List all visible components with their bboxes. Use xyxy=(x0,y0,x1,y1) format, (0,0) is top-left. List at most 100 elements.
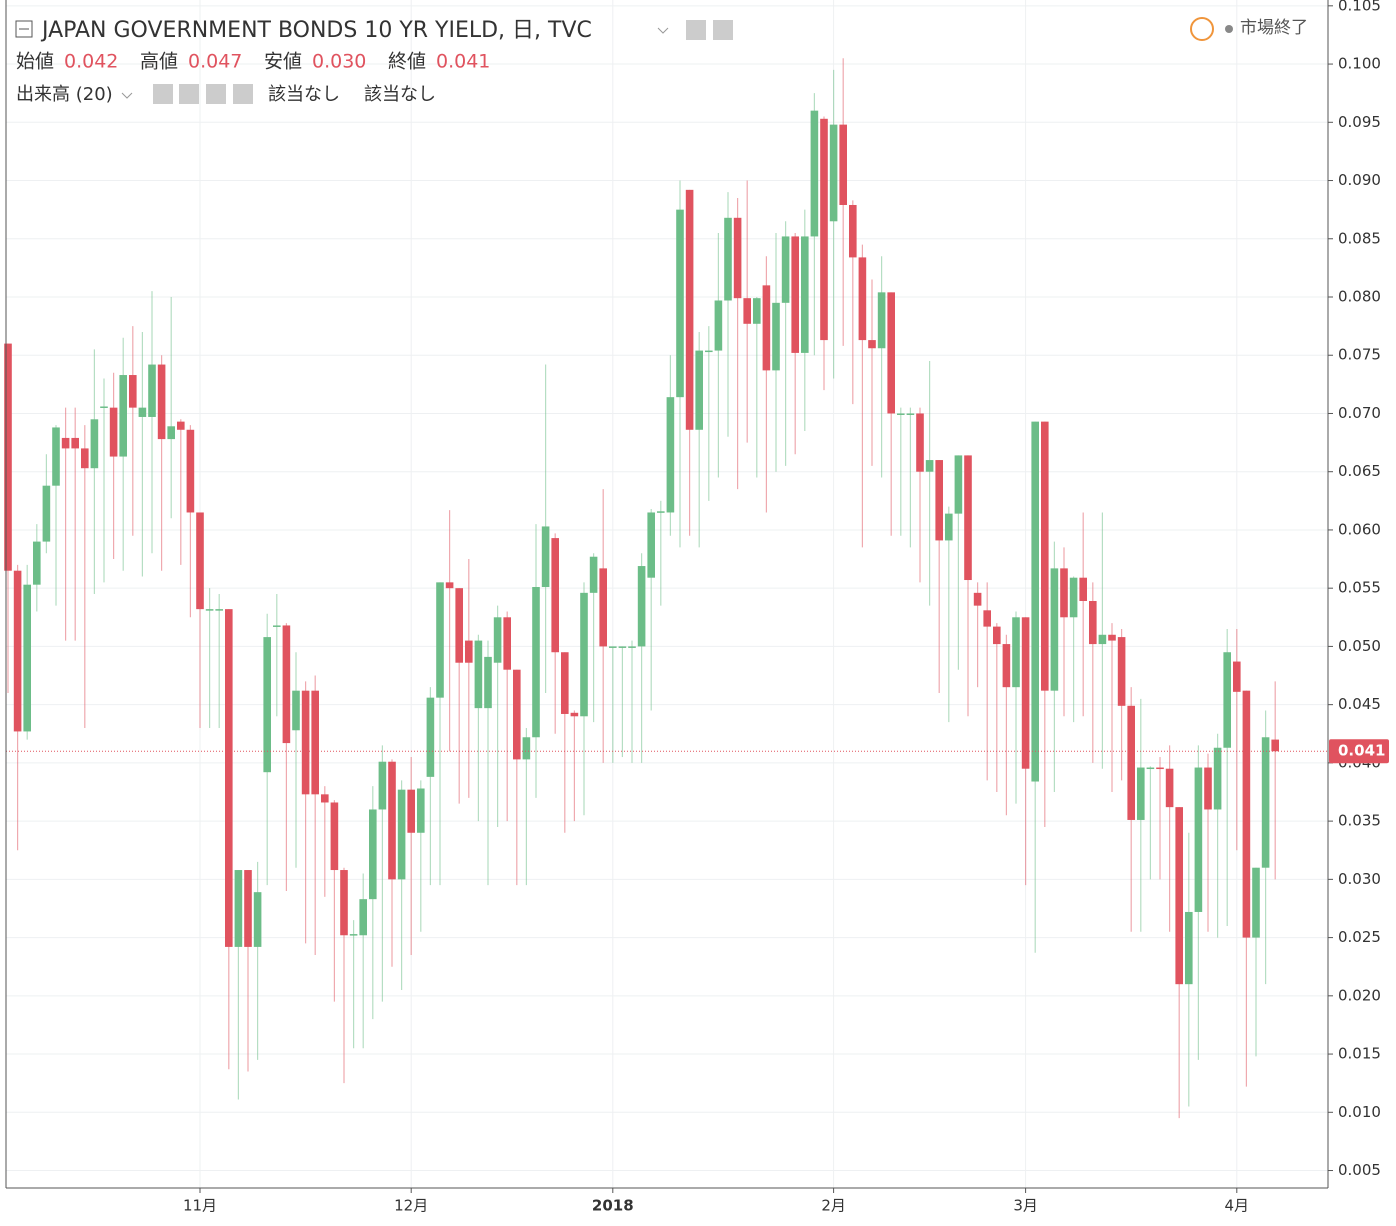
candle-body xyxy=(858,257,867,341)
ohlc-label: 始値 xyxy=(16,51,54,73)
candle-body xyxy=(397,789,406,880)
indicator-value: 該当なし xyxy=(268,84,340,105)
x-tick-label: 4月 xyxy=(1225,1197,1250,1215)
candle-body xyxy=(1117,637,1126,706)
candle-body xyxy=(292,690,300,731)
candle-body xyxy=(916,413,924,472)
candle-body xyxy=(541,526,550,588)
candle-body xyxy=(762,285,771,371)
candle-body xyxy=(157,364,166,440)
chart-title: JAPAN GOVERNMENT BONDS 10 YR YIELD, 日, T… xyxy=(40,18,592,43)
x-tick-label: 2月 xyxy=(821,1197,846,1215)
candle-body xyxy=(935,460,943,541)
candle-body xyxy=(42,485,51,542)
candle-body xyxy=(1137,767,1145,820)
candle-body xyxy=(426,697,435,777)
candle-body xyxy=(378,761,387,810)
candle-body xyxy=(637,566,646,647)
last-price-label: 0.041 xyxy=(1338,742,1385,760)
candle-body xyxy=(877,292,886,349)
candle-body xyxy=(666,397,675,513)
candle-body xyxy=(1233,661,1241,692)
candle-body xyxy=(148,364,156,417)
y-tick-label: 0.100 xyxy=(1338,55,1381,73)
candle-body xyxy=(1185,911,1193,985)
candle-body xyxy=(849,204,857,258)
candle-body xyxy=(1213,747,1222,810)
y-tick-label: 0.015 xyxy=(1338,1045,1381,1063)
candle-body xyxy=(1127,705,1135,820)
candle-body xyxy=(455,588,463,663)
collapse-icon[interactable] xyxy=(15,20,33,38)
y-tick-label: 0.055 xyxy=(1338,579,1381,597)
candle-body xyxy=(1012,617,1020,688)
candle-body xyxy=(925,460,934,472)
candle-body xyxy=(1079,577,1087,601)
candle-body xyxy=(225,609,233,947)
y-tick-label: 0.095 xyxy=(1338,113,1381,131)
candle-body xyxy=(359,899,367,936)
candle-body xyxy=(522,737,531,760)
candle-body xyxy=(829,124,838,222)
candle-body xyxy=(1146,767,1155,770)
status-dot xyxy=(1225,25,1233,33)
candle-body xyxy=(570,712,579,717)
candle-body xyxy=(196,512,204,610)
candle-body xyxy=(839,124,847,205)
close-icon[interactable] xyxy=(233,84,253,104)
add-icon[interactable] xyxy=(206,84,226,104)
candle-body xyxy=(81,448,89,469)
candle-body xyxy=(589,556,598,593)
candle-body xyxy=(465,640,473,663)
y-tick-label: 0.075 xyxy=(1338,346,1381,364)
candle-body xyxy=(1252,867,1260,938)
candle-body xyxy=(186,429,195,513)
candle-body xyxy=(1050,568,1059,691)
candle-body xyxy=(993,626,1001,645)
candle-body xyxy=(436,582,444,698)
candle-body xyxy=(781,236,790,303)
ohlc-value: 0.041 xyxy=(436,51,490,73)
candle-body xyxy=(1156,767,1164,770)
candle-body xyxy=(388,761,396,880)
candle-body xyxy=(964,455,972,581)
candle-body xyxy=(868,340,876,349)
candle-body xyxy=(609,646,617,648)
candle-body xyxy=(551,538,559,653)
candle-body xyxy=(1098,634,1107,645)
settings-icon[interactable] xyxy=(713,20,733,40)
candle-body xyxy=(628,646,636,648)
ohlc-label: 終値 xyxy=(388,51,426,73)
eye-icon[interactable] xyxy=(686,20,706,40)
dropdown-icon[interactable] xyxy=(657,27,669,34)
candle-body xyxy=(1204,767,1212,810)
candle-body xyxy=(1069,577,1078,618)
candle-body xyxy=(1041,421,1049,691)
candle-body xyxy=(724,217,732,301)
ohlc-label: 安値 xyxy=(264,51,302,73)
candle-body xyxy=(493,617,502,663)
candle-body xyxy=(167,426,175,440)
candle-body xyxy=(1194,767,1203,912)
x-tick-label: 11月 xyxy=(183,1197,217,1215)
candle-body xyxy=(273,625,281,627)
alert-icon[interactable] xyxy=(1190,17,1214,41)
candle-body xyxy=(676,209,684,398)
eye-icon[interactable] xyxy=(153,84,173,104)
y-tick-label: 0.005 xyxy=(1338,1161,1381,1179)
candle-body xyxy=(138,407,147,417)
candle-body xyxy=(52,427,60,486)
y-tick-label: 0.090 xyxy=(1338,171,1381,189)
settings-icon[interactable] xyxy=(179,84,199,104)
dropdown-icon[interactable] xyxy=(121,92,133,99)
candle-body xyxy=(887,292,895,414)
ohlc-value: 0.030 xyxy=(312,51,366,73)
candle-body xyxy=(445,582,454,589)
candle-body xyxy=(1031,421,1039,782)
candle-body xyxy=(1002,644,1011,688)
candle-body xyxy=(205,609,214,611)
x-tick-label: 12月 xyxy=(394,1197,428,1215)
y-tick-label: 0.085 xyxy=(1338,229,1381,247)
candle-body xyxy=(695,350,703,430)
